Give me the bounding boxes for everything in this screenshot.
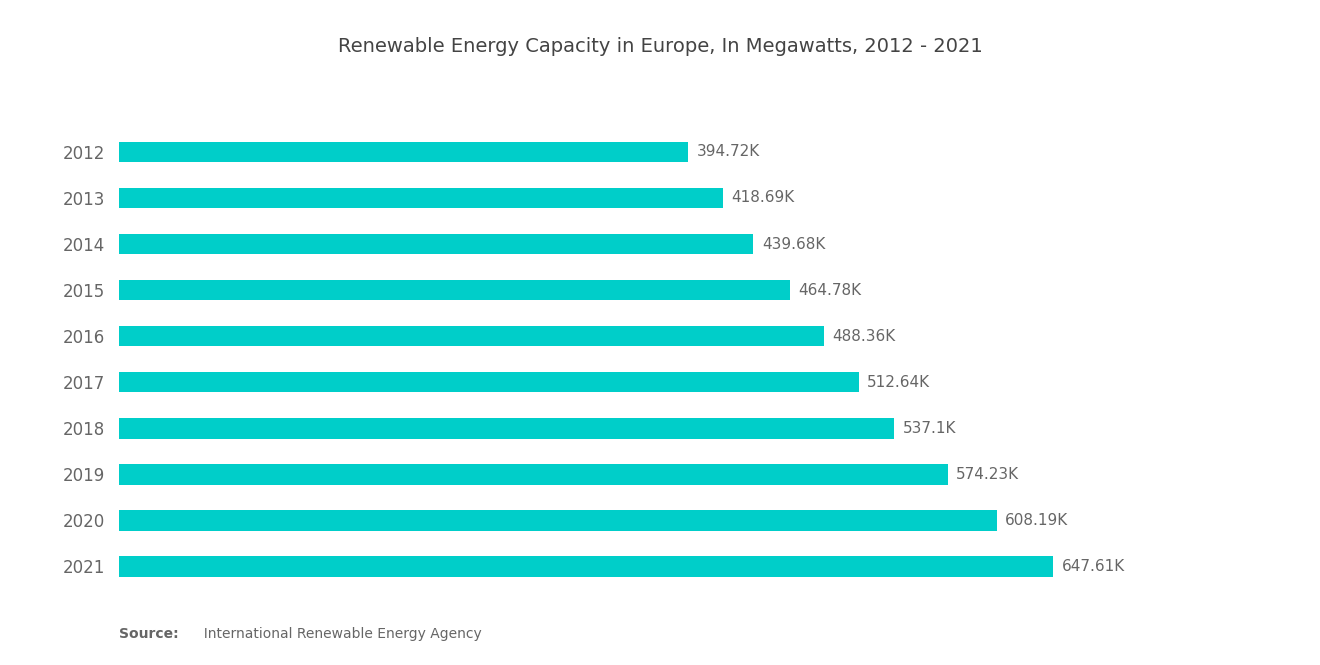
Text: 574.23K: 574.23K — [956, 467, 1019, 481]
Bar — [119, 280, 789, 301]
Text: 488.36K: 488.36K — [833, 329, 895, 344]
Text: Source:: Source: — [119, 627, 178, 642]
Text: Renewable Energy Capacity in Europe, In Megawatts, 2012 - 2021: Renewable Energy Capacity in Europe, In … — [338, 37, 982, 56]
Text: 464.78K: 464.78K — [799, 283, 862, 297]
Text: 439.68K: 439.68K — [762, 237, 825, 251]
Text: 608.19K: 608.19K — [1006, 513, 1068, 528]
Text: 394.72K: 394.72K — [697, 144, 760, 160]
Bar — [119, 233, 754, 254]
Text: 647.61K: 647.61K — [1063, 559, 1126, 574]
Text: 537.1K: 537.1K — [903, 421, 956, 436]
Bar — [119, 142, 689, 162]
Text: International Renewable Energy Agency: International Renewable Energy Agency — [195, 627, 482, 642]
Text: 512.64K: 512.64K — [867, 374, 931, 390]
Bar — [119, 326, 824, 346]
Bar — [119, 464, 948, 485]
Bar — [119, 556, 1053, 577]
Bar — [119, 188, 723, 208]
Bar — [119, 372, 858, 392]
Text: 418.69K: 418.69K — [731, 190, 795, 205]
Bar — [119, 510, 997, 531]
Bar — [119, 418, 894, 438]
